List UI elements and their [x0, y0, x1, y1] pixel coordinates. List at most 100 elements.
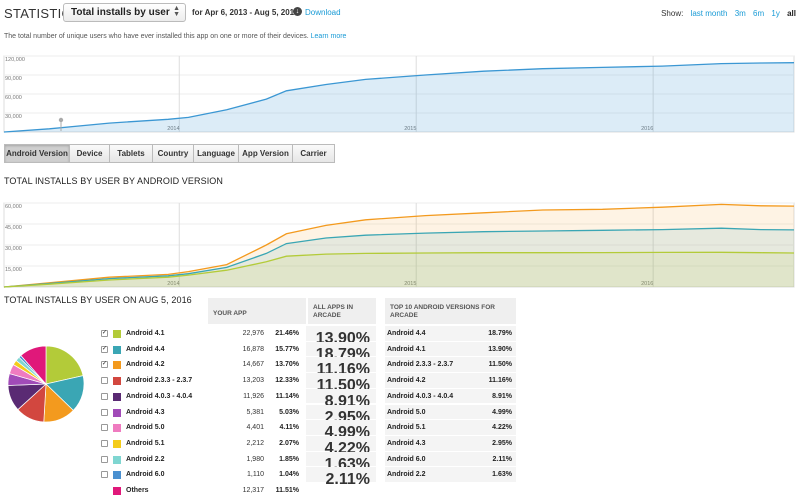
y-tick-label: 45,000 — [5, 225, 22, 231]
section-title-by-version: TOTAL INSTALLS BY USER BY ANDROID VERSIO… — [4, 176, 223, 186]
x-tick-label: 2015 — [404, 281, 416, 287]
pie-slice[interactable] — [20, 345, 47, 385]
tab-android-version[interactable]: Android Version — [4, 144, 70, 163]
top10-row — [385, 467, 516, 483]
row-percent: 11.51% — [275, 487, 299, 494]
color-swatch — [113, 392, 121, 401]
row-installs: 2,212 — [246, 439, 264, 447]
row-installs: 5,381 — [246, 408, 264, 416]
top10-row — [385, 435, 516, 452]
x-tick-label: 2016 — [641, 281, 653, 287]
show-range-selector: Show: last month 3m 6m 1y all — [661, 9, 796, 18]
dimension-tabs: Android Version Device Tablets Country L… — [4, 144, 335, 163]
color-swatch — [113, 424, 121, 433]
color-swatch — [113, 330, 121, 338]
row-installs: 1,110 — [247, 471, 264, 479]
row-percent: 2.07% — [279, 439, 299, 447]
show-all[interactable]: all — [787, 9, 796, 18]
x-tick-label: 2014 — [167, 281, 179, 287]
metric-select[interactable]: Total installs by user ▲ ▼ — [63, 3, 186, 22]
row-checkbox[interactable] — [101, 392, 108, 400]
top10-percent: 4.22% — [492, 424, 512, 432]
pie-slice[interactable] — [45, 345, 84, 385]
top10-version-name: Android 2.2 — [387, 471, 426, 479]
header-your-app: YOUR APP — [208, 298, 306, 324]
top10-row-content: Android 4.0.3 - 4.0.4 8.91% — [96, 389, 516, 405]
tab-device[interactable]: Device — [70, 144, 110, 163]
header-all-apps: ALL APPS IN ARCADE — [308, 298, 376, 324]
table-row: Android 2.2 1,980 1.85% — [96, 452, 306, 468]
tab-tablets[interactable]: Tablets — [110, 144, 153, 163]
top10-percent: 11.16% — [488, 377, 512, 385]
row-checkbox[interactable]: ✓ — [101, 345, 108, 353]
x-tick-label: 2015 — [404, 126, 416, 132]
row-checkbox[interactable] — [101, 377, 108, 385]
download-icon[interactable]: ↓ — [293, 7, 302, 16]
table-row: Android 5.1 2,212 2.07% — [96, 436, 306, 452]
header: STATISTICS Total installs by user ▲ ▼ for… — [0, 0, 800, 28]
row-percent: 4.11% — [279, 424, 299, 432]
show-1y[interactable]: 1y — [771, 9, 780, 18]
row-installs: 11,926 — [243, 392, 264, 400]
row-checkbox[interactable] — [101, 408, 108, 416]
download-link[interactable]: Download — [305, 8, 341, 17]
row-installs: 16,878 — [242, 345, 264, 353]
x-tick-label: 2016 — [641, 126, 653, 132]
series-area — [4, 252, 794, 287]
top10-row-content: Android 5.0 4.99% — [96, 405, 516, 421]
row-version-name: Android 5.1 — [126, 439, 165, 447]
row-percent: 12.33% — [275, 377, 299, 385]
top10-percent: 2.95% — [492, 439, 512, 447]
row-version-name: Android 4.4 — [126, 345, 165, 353]
table-row: Android 4.3 5,381 5.03% — [96, 405, 306, 421]
tab-language[interactable]: Language — [194, 144, 239, 163]
color-swatch — [113, 345, 121, 354]
tab-carrier[interactable]: Carrier — [293, 144, 335, 163]
top10-row — [385, 404, 516, 421]
top10-version-name: Android 5.1 — [387, 424, 426, 432]
top10-row — [385, 326, 516, 342]
row-checkbox[interactable] — [101, 439, 108, 447]
row-checkbox[interactable]: ✓ — [101, 361, 108, 369]
series-line[interactable] — [3, 251, 795, 288]
row-checkbox[interactable]: ✓ — [101, 330, 108, 337]
color-swatch — [113, 408, 121, 417]
y-tick-label: 60,000 — [5, 204, 22, 210]
learn-more-link[interactable]: Learn more — [310, 33, 347, 40]
page-title: STATISTICS — [4, 6, 81, 21]
row-version-name: Android 4.1 — [126, 330, 165, 337]
top10-percent: 13.90% — [488, 345, 512, 353]
row-installs: 13,203 — [242, 377, 264, 385]
top10-row-content: Android 5.1 4.22% — [96, 420, 516, 436]
table-row: ✓ Android 4.1 22,976 21.46% — [96, 326, 306, 342]
top10-row-content: Android 2.3.3 - 2.3.7 11.50% — [96, 357, 516, 373]
row-checkbox[interactable] — [101, 424, 108, 432]
top10-row — [385, 373, 516, 389]
show-6m[interactable]: 6m — [753, 9, 765, 18]
series-area — [4, 204, 794, 287]
row-checkbox[interactable] — [101, 455, 108, 463]
row-checkbox[interactable] — [101, 471, 108, 479]
row-version-name: Others — [126, 487, 149, 494]
top10-version-name: Android 4.2 — [387, 377, 426, 385]
top10-row-content: Android 4.4 18.79% — [96, 326, 516, 342]
top10-row — [385, 420, 516, 436]
series-line[interactable] — [3, 203, 795, 288]
show-last-month[interactable]: last month — [690, 9, 728, 18]
table-row: Android 2.3.3 - 2.3.7 13,203 12.33% — [96, 373, 306, 389]
table-row: ✓ Android 4.4 16,878 15.77% — [96, 342, 306, 358]
top10-row-content: Android 2.2 1.63% — [96, 467, 516, 483]
series-line[interactable] — [3, 62, 795, 133]
y-tick-label: 90,000 — [5, 76, 22, 82]
top10-percent: 4.99% — [492, 408, 512, 416]
annotation-marker[interactable] — [58, 117, 64, 123]
row-installs: 22,976 — [242, 330, 264, 337]
tab-app-version[interactable]: App Version — [239, 144, 293, 163]
installs-by-version-chart: 60,000 45,000 30,000 15,000 2014 2015 2016 — [3, 202, 795, 288]
row-installs: 4,401 — [246, 424, 264, 432]
top10-version-name: Android 5.0 — [387, 408, 426, 416]
tab-country[interactable]: Country — [153, 144, 194, 163]
show-3m[interactable]: 3m — [734, 9, 746, 18]
series-line[interactable] — [3, 227, 795, 288]
all-apps-cell: 2.11% — [306, 467, 376, 488]
